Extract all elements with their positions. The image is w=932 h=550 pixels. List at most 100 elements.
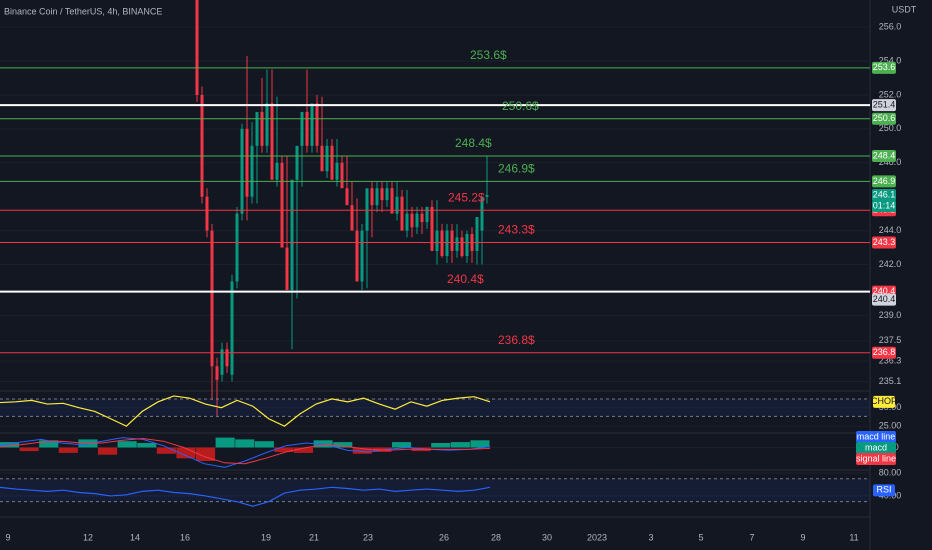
legend-badge-text: macd [865,442,887,452]
x-tick-label: 26 [439,532,449,542]
price-badge [872,150,896,162]
candle-body [480,196,484,231]
legend-badge [856,453,896,465]
histogram-bar [196,447,216,461]
x-tick-label: 9 [800,532,805,542]
price-badge [872,61,896,74]
candle-body [450,230,454,251]
candle-body [375,188,379,206]
candle-body [340,162,344,189]
candle-body [335,162,339,180]
y-tick-label: 248.0 [879,157,902,167]
candle-body [430,206,434,251]
chart-title: Binance Coin / TetherUS, 4h, BINANCE [4,6,162,16]
indicator-badge-text: RSI [876,485,891,495]
candle-body [290,179,294,290]
candle-body [445,230,449,257]
histogram-bar [98,447,118,455]
candle-body [420,213,424,223]
x-tick-label: 7 [749,532,754,542]
price-badge-text: 246.9 [873,176,896,186]
x-tick-label: 5 [698,532,703,542]
x-tick-label: 12 [83,532,93,542]
candle-body [460,237,464,257]
candle-body [465,234,469,257]
histogram-bar [19,447,39,452]
histogram-bar [352,447,372,454]
histogram-bar [254,441,274,448]
price-badge-text: 236.8 [873,347,896,357]
level-label: 236.8$ [498,333,535,347]
indicator-line [0,486,491,507]
indicator-line [0,395,491,427]
indicator-badge [873,484,895,497]
candle-body [390,188,394,214]
candle-body [240,128,244,214]
candle-body [300,111,304,146]
candle-body [400,196,404,231]
candle-body [330,145,334,180]
histogram-bar [39,440,59,448]
candle-body [425,206,429,223]
candle-body [265,103,269,146]
indicator-badge [873,395,895,408]
histogram-bar [450,442,470,448]
candle-body [370,188,374,206]
price-badge [872,112,896,125]
histogram-bar [470,440,490,448]
unit-label: USDT [892,4,917,14]
candle-body [205,196,209,231]
price-badge [872,293,896,306]
y-tick-label: 237.5 [879,335,902,345]
x-tick-label: 19 [261,532,271,542]
candle-body [280,162,284,248]
candle-body [345,188,349,206]
x-tick-label: 3 [648,532,653,542]
candle-body [315,103,319,146]
level-label: 245.2$ [448,190,485,204]
x-tick-label: 9 [5,532,10,542]
y-tick-label: 239.0 [879,310,902,320]
legend-badge [856,431,896,443]
histogram-bar [313,440,333,448]
y-tick-label: 254.0 [879,55,902,65]
candle-body [410,213,414,228]
level-label: 240.4$ [447,272,484,286]
histogram-bar [392,442,412,448]
y-tick-label: 235.1 [879,376,902,386]
price-badge [872,346,896,359]
last-price-badge-text: 246.1 [873,189,896,199]
candle-body [355,230,359,282]
price-badge-text: 251.4 [873,100,896,110]
candle-body [485,195,489,197]
countdown-badge [872,200,896,212]
price-badge [872,175,896,188]
candle-body [195,0,199,95]
candle-body [440,230,444,257]
x-tick-label: 21 [309,532,319,542]
price-badge-text: 240.4 [873,286,896,296]
candle-body [415,213,419,228]
price-badge [872,99,896,112]
x-tick-label: 2023 [587,532,607,542]
y-tick-label: 244.0 [879,225,902,235]
histogram-bar [431,443,451,448]
y-tick-label: 252.0 [879,89,902,99]
candle-body [295,145,299,180]
candle-body [395,196,399,214]
price-badge-text: 248.4 [873,150,896,160]
candle-body [245,128,249,197]
candle-body [255,111,259,146]
indicator-badge-text: CHOP [871,396,897,406]
histogram-bar [0,442,20,448]
y-tick-label: 80.00 [879,467,902,477]
histogram-bar [215,437,235,448]
legend-badge-text: macd line [857,431,896,441]
candle-body [210,230,214,367]
level-label: 253.6$ [470,48,507,62]
candle-body [215,366,219,380]
level-label: 243.3$ [498,223,535,237]
histogram-bar [176,447,196,459]
candle-body [365,188,369,231]
